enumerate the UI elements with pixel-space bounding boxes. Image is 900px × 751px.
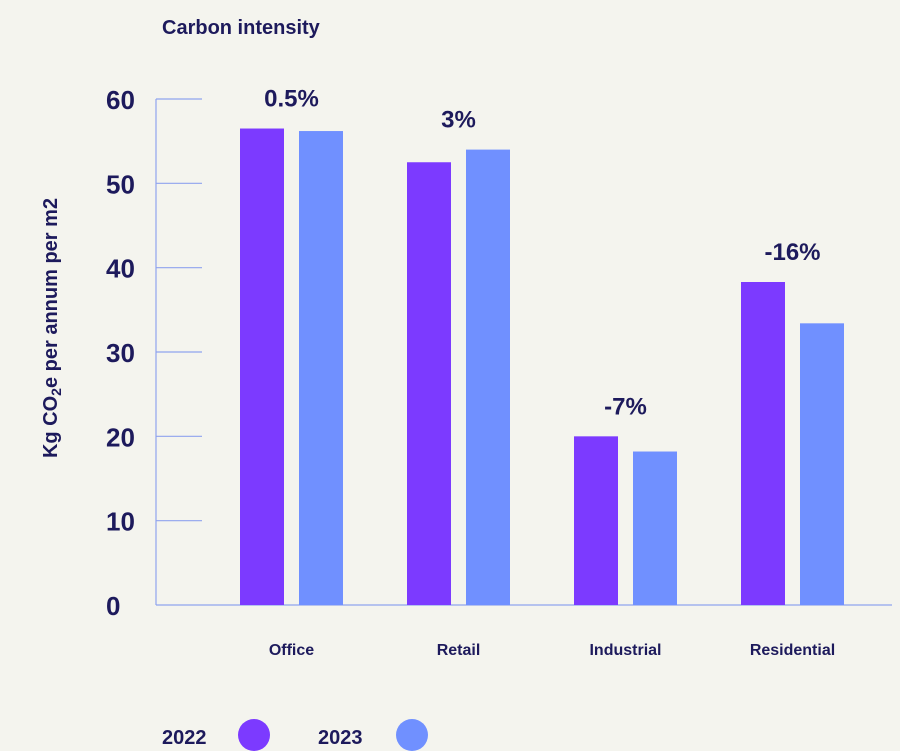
legend: 2022 2023 (162, 719, 428, 751)
y-axis-label-pre: Kg CO (40, 396, 62, 458)
y-axis-label-sub: 2 (48, 388, 64, 396)
bar-retail-2023 (466, 149, 510, 605)
legend-label: 2022 (162, 727, 207, 749)
bar-industrial-2022 (574, 436, 618, 605)
bar-office-2023 (299, 131, 343, 605)
change-annotation: 3% (441, 107, 476, 134)
change-annotation: -16% (764, 239, 820, 266)
y-tick-label: 0 (106, 591, 120, 621)
y-tick-label: 10 (106, 507, 135, 537)
y-tick-label: 20 (106, 422, 135, 452)
x-tick-label: Retail (437, 642, 481, 659)
bar-retail-2022 (407, 162, 451, 605)
legend-swatch (238, 719, 270, 751)
annotations: 0.5% 3% -7% -16% (264, 86, 820, 421)
legend-label: 2023 (318, 727, 363, 749)
y-tick-label: 60 (106, 85, 135, 115)
chart-title: Carbon intensity (162, 17, 321, 39)
y-tick-label: 40 (106, 254, 135, 284)
y-axis-label: Kg CO2e per annum per m2 (40, 198, 64, 458)
y-ticks: 0 10 20 30 40 50 60 (106, 85, 202, 621)
change-annotation: 0.5% (264, 86, 319, 113)
x-tick-labels: Office Retail Industrial Residential (269, 642, 835, 659)
change-annotation: -7% (604, 393, 647, 420)
bar-office-2022 (240, 128, 284, 605)
bars (240, 128, 844, 605)
y-tick-label: 30 (106, 338, 135, 368)
x-tick-label: Office (269, 642, 314, 659)
legend-swatch (396, 719, 428, 751)
bar-industrial-2023 (633, 451, 677, 605)
x-tick-label: Residential (750, 642, 835, 659)
x-tick-label: Industrial (589, 642, 661, 659)
y-tick-label: 50 (106, 169, 135, 199)
y-axis-label-post: e per annum per m2 (40, 198, 62, 388)
bar-residential-2023 (800, 323, 844, 605)
bar-residential-2022 (741, 282, 785, 605)
